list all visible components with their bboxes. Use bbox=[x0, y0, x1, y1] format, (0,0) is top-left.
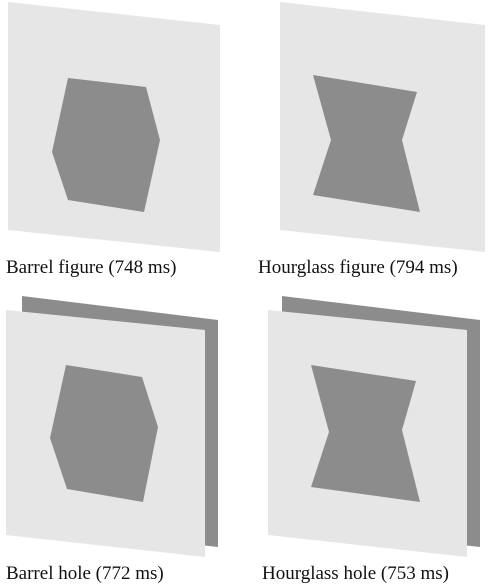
barrel-shape bbox=[50, 365, 158, 502]
caption-barrel-hole: Barrel hole (772 ms) bbox=[6, 563, 164, 584]
hourglass-shape bbox=[311, 365, 420, 502]
hourglass-shape bbox=[313, 75, 420, 212]
panel-barrel-figure bbox=[8, 2, 220, 252]
caption-hourglass-figure: Hourglass figure (794 ms) bbox=[258, 257, 458, 278]
panel-hourglass-figure bbox=[280, 2, 485, 252]
caption-barrel-figure: Barrel figure (748 ms) bbox=[6, 257, 177, 278]
panel-hourglass-hole bbox=[268, 296, 480, 557]
panel-barrel-hole bbox=[6, 296, 218, 557]
caption-hourglass-hole: Hourglass hole (753 ms) bbox=[262, 563, 449, 584]
barrel-shape bbox=[52, 78, 160, 212]
